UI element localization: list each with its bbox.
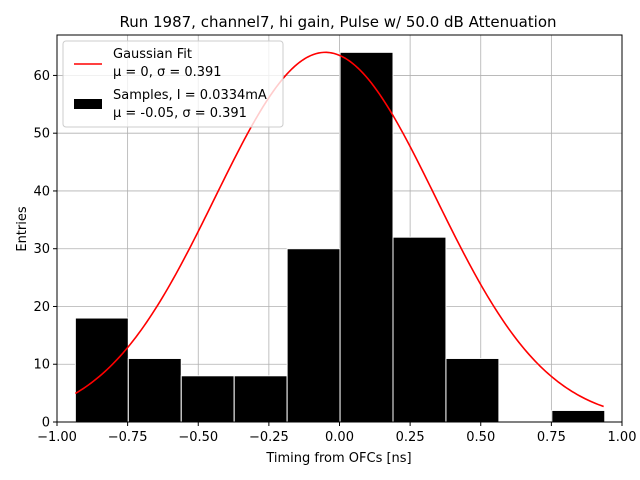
x-axis-label: Timing from OFCs [ns] [265, 451, 411, 466]
legend: Gaussian Fit μ = 0, σ = 0.391 Samples, I… [62, 40, 284, 128]
histogram-bar [339, 51, 394, 423]
x-tick-label: −0.25 [249, 430, 289, 445]
x-tick-label: −0.50 [178, 430, 218, 445]
legend-box [62, 40, 284, 128]
y-tick-label: 40 [33, 184, 50, 199]
gaussian-fit-curve [74, 51, 604, 408]
histogram-bars [74, 51, 606, 423]
x-tick-label: 0.25 [396, 430, 425, 445]
legend-samples-label: Samples, I = 0.0334mA [113, 88, 267, 103]
legend-samples-patch [74, 99, 102, 109]
y-tick-label: 20 [33, 300, 50, 315]
x-tick-label: 0.00 [325, 430, 354, 445]
x-tick-label: 0.75 [537, 430, 566, 445]
histogram-bar [180, 375, 235, 423]
histogram-bar [74, 317, 129, 423]
y-tick-label: 50 [33, 127, 50, 142]
x-tick-label: −0.75 [108, 430, 148, 445]
x-tick-label: 0.50 [466, 430, 495, 445]
histogram-bar [233, 375, 288, 423]
y-tick-label: 10 [33, 358, 50, 373]
y-tick-label: 30 [33, 242, 50, 257]
x-tick-label: 1.00 [608, 430, 637, 445]
histogram-bar [286, 248, 341, 423]
y-tick-label: 60 [33, 69, 50, 84]
x-axis-ticks: −1.00 −0.75 −0.50 −0.25 0.00 0.25 0.50 0.75 1.00 [37, 422, 636, 445]
x-tick-label: −1.00 [37, 430, 77, 445]
legend-fit-stats: μ = 0, σ = 0.391 [113, 65, 222, 80]
y-axis-ticks: 0 10 20 30 40 50 60 [33, 69, 57, 431]
chart-title: Run 1987, channel7, hi gain, Pulse w/ 50… [119, 13, 556, 31]
legend-samples-stats: μ = -0.05, σ = 0.391 [113, 106, 247, 121]
histogram-bar [127, 357, 182, 423]
legend-fit-label: Gaussian Fit [113, 47, 192, 62]
histogram-bar [551, 409, 606, 423]
plot-area: −1.00 −0.75 −0.50 −0.25 0.00 0.25 0.50 0.75 1.00… [33, 34, 636, 445]
y-axis-label: Entries [15, 206, 30, 252]
y-tick-label: 0 [42, 416, 50, 431]
histogram-bar [392, 236, 447, 423]
histogram-bar [445, 357, 500, 423]
